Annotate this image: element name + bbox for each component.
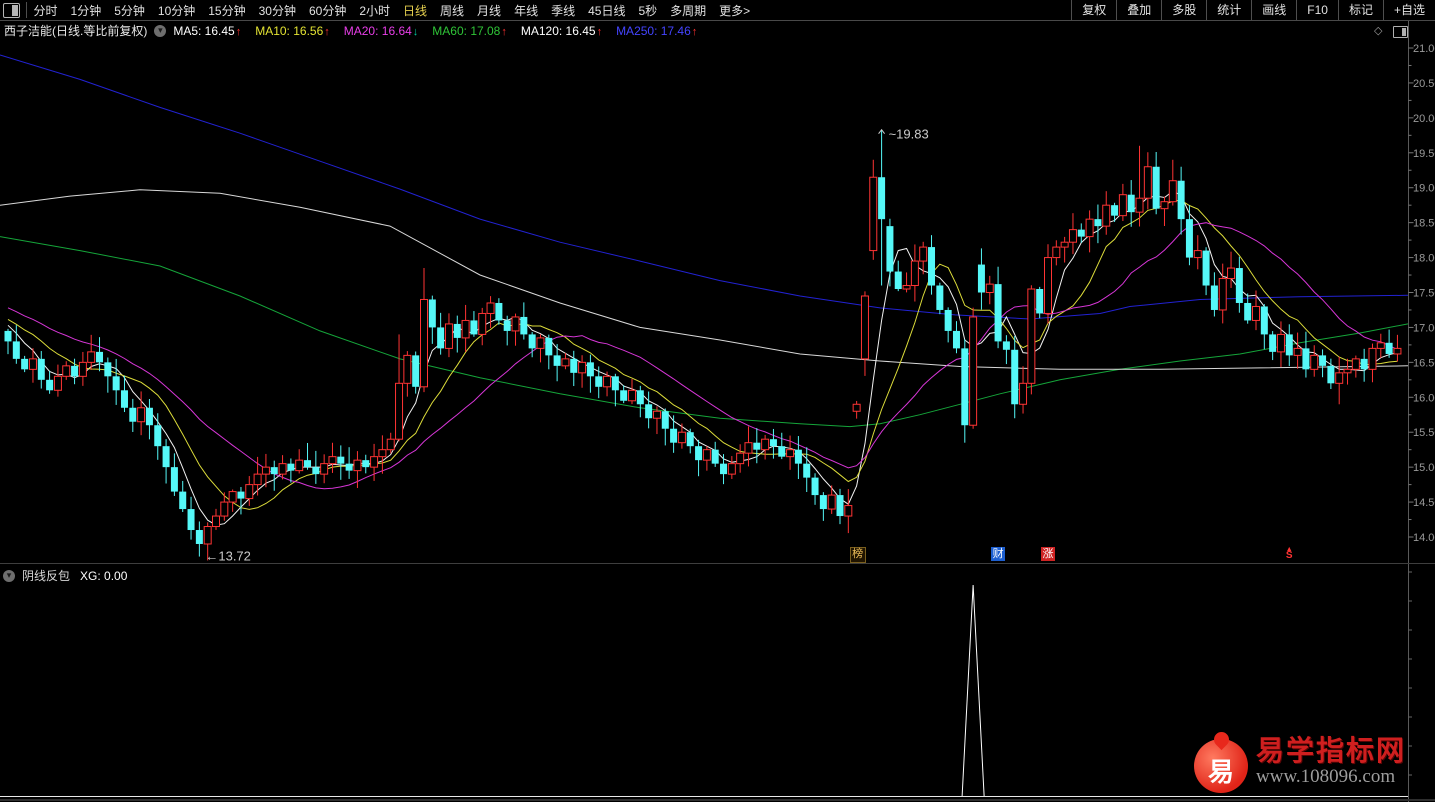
top-menu-bar: 分时 1分钟 5分钟 10分钟 15分钟 30分钟 60分钟 2小时 日线 周线 月线 年线 季线 45日… — [0, 0, 1435, 21]
ma-trend-arrow: ↑ — [596, 25, 603, 38]
menu-item-多股[interactable]: 多股 — [1161, 0, 1206, 20]
event-marker-榜[interactable]: 榜 — [849, 547, 866, 563]
indicator-chart[interactable] — [0, 563, 1435, 802]
ma-line-MA5 — [7, 190, 1398, 526]
chevron-down-circle-icon[interactable]: ▾ — [154, 24, 167, 37]
menu-item-+自选[interactable]: +自选 — [1382, 0, 1435, 20]
y-axis-label: 18.50 — [1413, 218, 1435, 230]
y-axis-label: 21.00 — [1413, 43, 1435, 55]
y-axis-label: 20.50 — [1413, 78, 1435, 90]
menu-item-复权[interactable]: 复权 — [1071, 0, 1116, 20]
menu-item-45日线[interactable]: 45日线 — [588, 3, 626, 18]
split-window-icon[interactable] — [1393, 26, 1408, 38]
menu-item-周线[interactable]: 周线 — [440, 3, 465, 18]
ma-label-MA10: MA10: 16.56↑ — [255, 23, 330, 38]
menu-item-画线[interactable]: 画线 — [1251, 0, 1296, 20]
y-axis-label: 19.00 — [1413, 183, 1435, 195]
y-axis-label: 17.50 — [1413, 287, 1435, 299]
menu-item-标记[interactable]: 标记 — [1337, 0, 1383, 20]
menu-item-多周期[interactable]: 多周期 — [670, 3, 707, 18]
menu-item-叠加[interactable]: 叠加 — [1116, 0, 1161, 20]
watermark-url: www.108096.com — [1256, 766, 1396, 787]
menu-item-30分钟[interactable]: 30分钟 — [258, 3, 296, 18]
ma-line-MA20 — [7, 222, 1398, 490]
window-bottom-edge — [0, 799, 1435, 801]
y-axis-label: 16.50 — [1413, 357, 1435, 369]
ma-label-MA250: MA250: 17.46↑ — [616, 23, 698, 38]
ma-value-labels: MA5: 16.45↑ MA10: 16.56↑ MA20: 16.64↓ MA60:… — [173, 24, 711, 38]
menu-item-15分钟[interactable]: 15分钟 — [208, 3, 246, 18]
y-axis-label: 14.00 — [1413, 532, 1435, 544]
ma-trend-arrow: ↑ — [691, 25, 698, 38]
watermark-site-name: 易学指标网 — [1256, 735, 1407, 766]
y-axis-label: 16.00 — [1413, 392, 1435, 404]
ma-label-MA5: MA5: 16.45↑ — [173, 23, 242, 38]
candlestick-chart[interactable]: 21.00 20.50 20.00 19.50 19.00 18.50 18.00 17.50… — [0, 21, 1435, 563]
y-axis-label: 15.50 — [1413, 427, 1435, 439]
menu-item-日线[interactable]: 日线 — [403, 3, 428, 18]
ma-trend-arrow: ↑ — [324, 25, 330, 38]
indicator-value: XG: 0.00 — [80, 568, 128, 583]
marker-up-triangle-icon: ▲ — [1285, 546, 1293, 553]
candles — [4, 129, 1402, 561]
indicator-name: 阴线反包 — [22, 569, 71, 583]
menu-item-月线[interactable]: 月线 — [477, 3, 502, 18]
high-price-annotation: ~19.83 — [889, 127, 929, 142]
menu-separator — [26, 2, 27, 18]
period-menu: 分时 1分钟 5分钟 10分钟 15分钟 30分钟 60分钟 2小时 日线 周线 月线 年线 季线 45日… — [27, 2, 757, 19]
watermark: 易 易学指标网 www.108096.com — [1194, 727, 1410, 797]
event-marker-S[interactable]: ▲ S — [1282, 546, 1296, 561]
chevron-down-circle-icon[interactable]: ▾ — [3, 569, 15, 582]
ma-trend-arrow: ↑ — [501, 25, 507, 38]
ma-label-MA20: MA20: 16.64↓ — [343, 23, 419, 38]
xg-signal-spike — [961, 584, 985, 797]
symbol-title: 西子洁能(日线.等比前复权) — [4, 24, 148, 38]
watermark-logo-char: 易 — [1207, 757, 1234, 787]
ma-line-MA60 — [0, 236, 1409, 428]
low-price-annotation: ←13.72 — [205, 549, 251, 563]
y-axis-label: 20.00 — [1413, 113, 1435, 125]
ma-label-MA120: MA120: 16.45↑ — [520, 23, 603, 38]
menu-item-季线[interactable]: 季线 — [551, 3, 576, 18]
diamond-icon[interactable]: ◇ — [1374, 25, 1383, 37]
y-axis-label: 17.00 — [1413, 322, 1435, 334]
chart-title-bar: 西子洁能(日线.等比前复权) ▾ MA5: 16.45↑ MA10: 16.56↑… — [4, 23, 711, 39]
indicator-header: ▾ 阴线反包 XG: 0.00 — [3, 567, 127, 584]
menu-item-更多>[interactable]: 更多> — [719, 3, 751, 18]
menu-item-2小时[interactable]: 2小时 — [359, 3, 391, 18]
y-axis-label: 14.50 — [1413, 497, 1435, 509]
ma-trend-arrow: ↓ — [412, 25, 419, 38]
event-marker-财[interactable]: 财 — [991, 547, 1006, 561]
ma-line-MA250 — [0, 54, 1409, 320]
window-layout-icon[interactable] — [3, 2, 20, 18]
menu-item-10分钟[interactable]: 10分钟 — [157, 3, 196, 18]
ma-label-MA60: MA60: 17.08↑ — [432, 23, 507, 38]
menu-item-60分钟[interactable]: 60分钟 — [308, 3, 347, 18]
menu-item-1分钟[interactable]: 1分钟 — [70, 3, 102, 18]
menu-item-统计[interactable]: 统计 — [1206, 0, 1251, 20]
menu-item-分时[interactable]: 分时 — [33, 3, 58, 18]
menu-item-5秒[interactable]: 5秒 — [638, 3, 658, 18]
ma-trend-arrow: ↑ — [235, 25, 242, 38]
y-axis-label: 15.00 — [1413, 462, 1435, 474]
menu-item-年线[interactable]: 年线 — [514, 3, 539, 18]
ma-line-MA120 — [0, 189, 1409, 370]
watermark-logo-flame-icon: 易 — [1194, 739, 1248, 793]
y-axis-label: 18.00 — [1413, 253, 1435, 265]
y-axis-label: 19.50 — [1413, 148, 1435, 160]
menu-item-5分钟[interactable]: 5分钟 — [114, 3, 145, 18]
menu-item-F10[interactable]: F10 — [1296, 0, 1338, 20]
tools-menu: 复权 叠加 多股 统计 画线 F10 标记 +自选 — [1071, 0, 1435, 20]
event-marker-涨[interactable]: 涨 — [1041, 547, 1055, 561]
